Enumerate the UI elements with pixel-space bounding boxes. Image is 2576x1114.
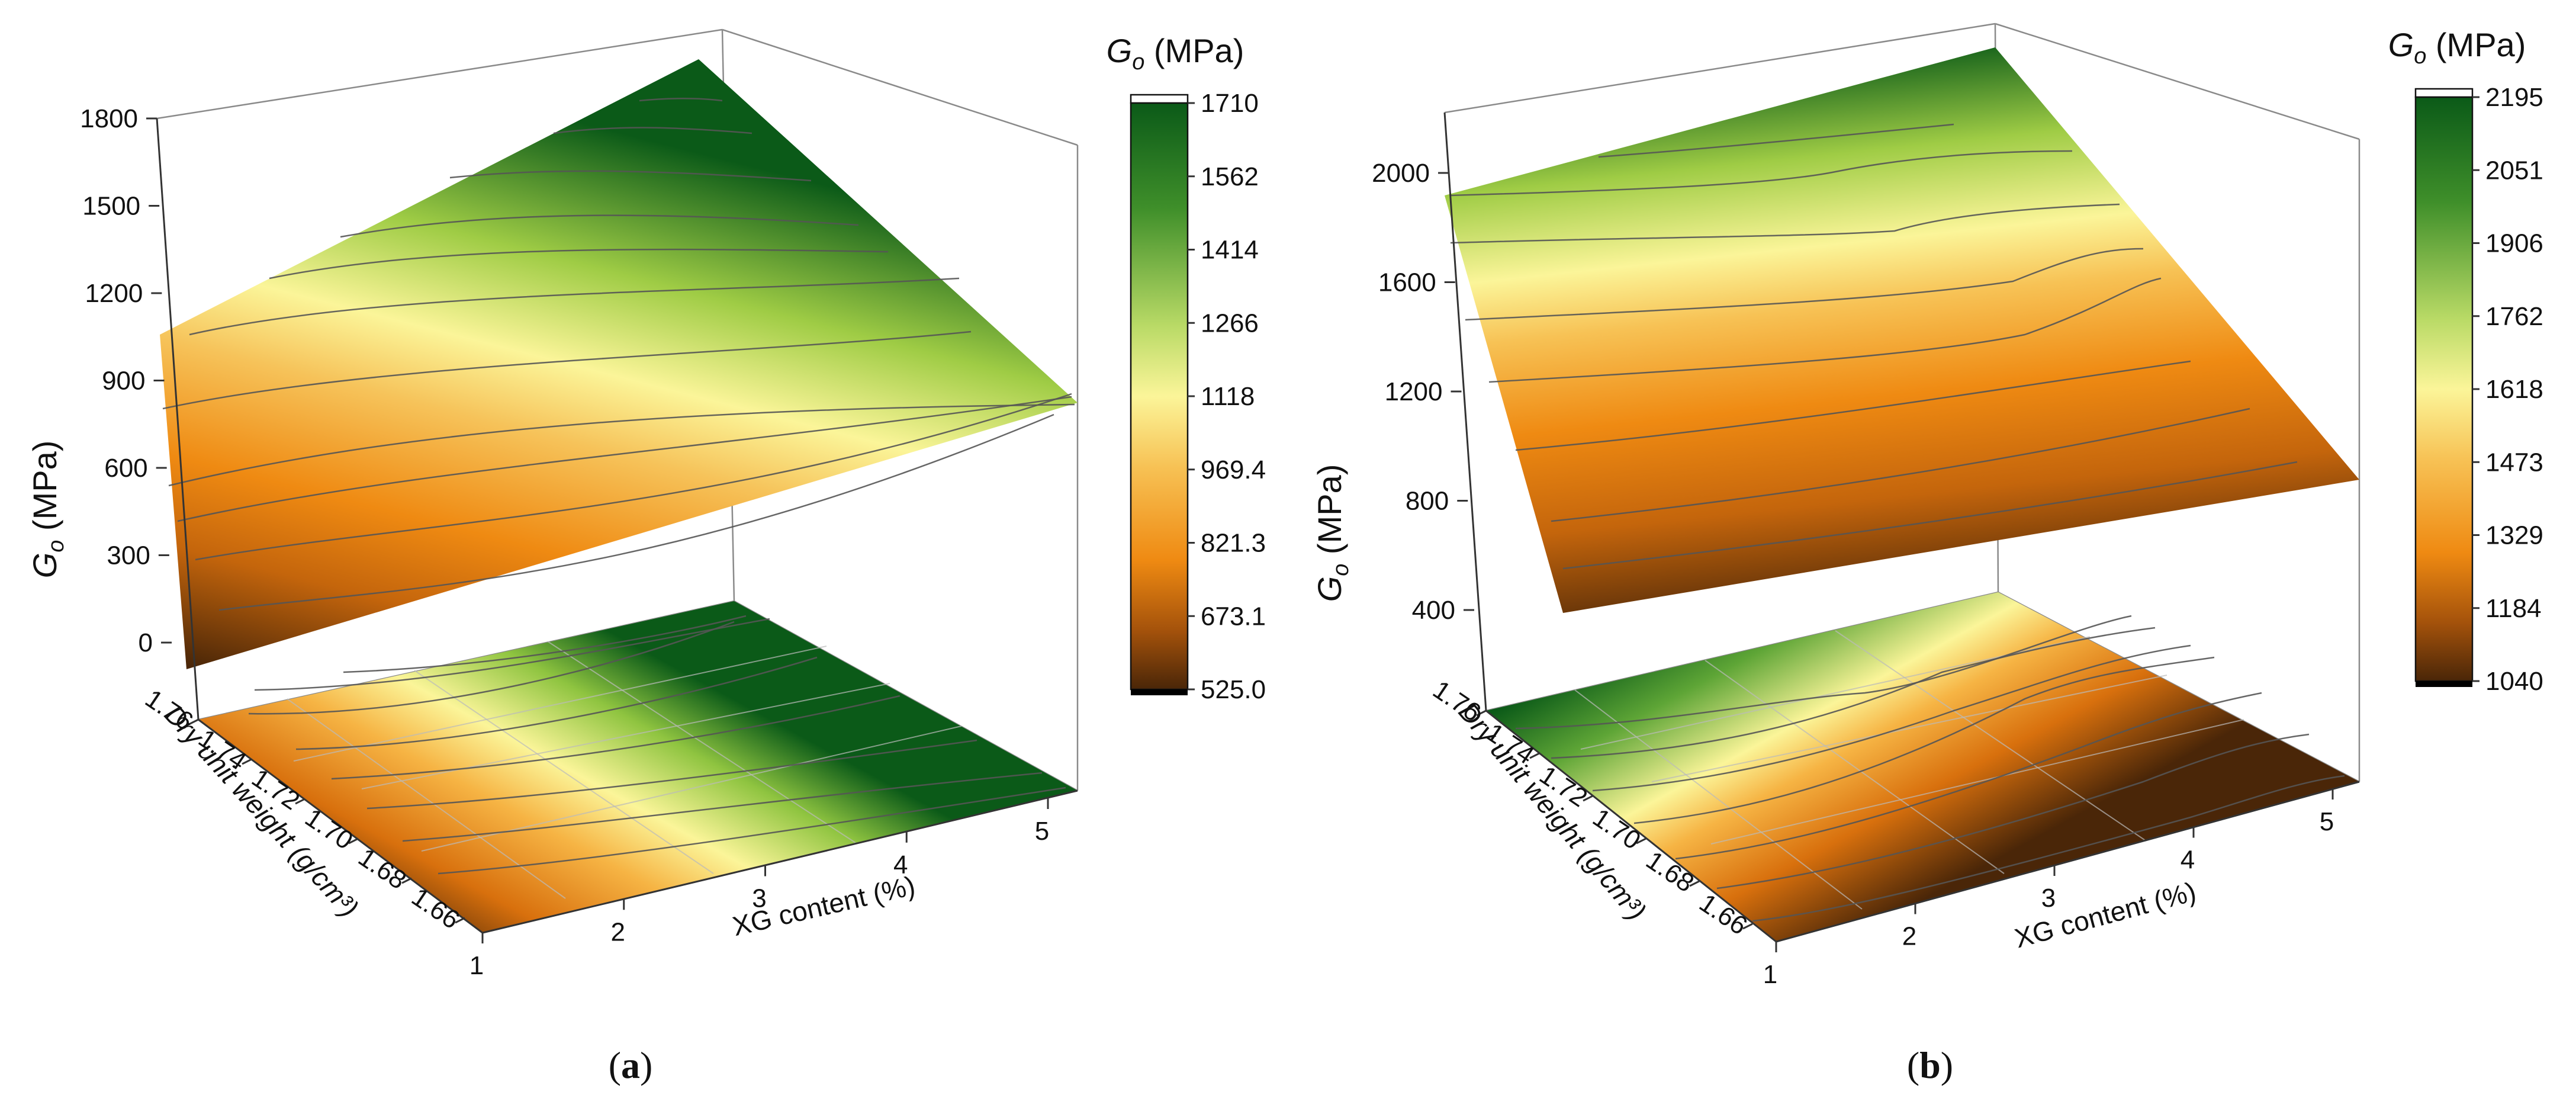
panel-a-colorbar-tick-label: 821.3 bbox=[1201, 529, 1266, 558]
panel-a-floor-grid bbox=[287, 641, 962, 899]
panel-a-gamma-tick-mark bbox=[401, 877, 412, 884]
panel-b-colorbar-tick-label: 1762 bbox=[2485, 302, 2543, 331]
panel-a-surface bbox=[160, 59, 1078, 669]
panel-a-z-tick-label: 1800 bbox=[80, 104, 138, 133]
panel-a-z-tick-label: 300 bbox=[107, 541, 150, 570]
panel-b-xg-tick-label: 2 bbox=[1902, 922, 1916, 951]
panel-a-floor-contour-lines bbox=[248, 615, 1066, 875]
panel-b-gamma-tick-mark bbox=[1476, 710, 1487, 717]
panel-b-colorbar-tick-label: 1329 bbox=[2485, 521, 2543, 550]
panel-b-gamma-tick-mark bbox=[1742, 923, 1753, 930]
panel-a-colorbar: Go (MPa) 1710 1562 1414 1266 1118 969.4 821.3 6… bbox=[1107, 32, 1266, 704]
panel-b-z-tick-label: 400 bbox=[1412, 596, 1455, 625]
panel-a-z-tick-label: 600 bbox=[104, 454, 147, 483]
panel-a-floor-contour bbox=[198, 601, 1078, 933]
panel-b-gamma-tick-mark bbox=[1583, 795, 1593, 802]
panel-a-colorbar-tick-label: 1118 bbox=[1201, 382, 1255, 411]
panel-a-xg-tick-label: 5 bbox=[1035, 817, 1049, 846]
panel-a-gamma-tick-mark bbox=[348, 837, 359, 845]
panel-b-xg-axis: 1 2 3 4 5 bbox=[1763, 781, 2360, 989]
panel-a-xg-tick-label: 4 bbox=[893, 850, 908, 879]
panel-a-colorbar-tick-label: 673.1 bbox=[1201, 602, 1266, 631]
panel-b-surface bbox=[1445, 47, 2359, 613]
panel-b-z-tick-label: 800 bbox=[1406, 487, 1449, 516]
panel-a-z-tick-label: 1200 bbox=[85, 279, 143, 308]
panel-b-colorbar-gradient bbox=[2414, 96, 2474, 682]
panel-a-colorbar-tick-label: 1414 bbox=[1201, 236, 1259, 265]
panel-b-colorbar-tick-label: 1473 bbox=[2485, 448, 2543, 477]
panel-b-colorbar-tick-label: 2051 bbox=[2485, 156, 2543, 185]
panel-b-gamma-tick-mark bbox=[1689, 880, 1700, 887]
panel-b-z-tick-label: 1200 bbox=[1385, 377, 1443, 406]
panel-a-xg-axis: 1 2 3 4 5 bbox=[469, 789, 1078, 980]
panel-b-colorbar-tick-label: 1618 bbox=[2485, 375, 2543, 404]
panel-a-colorbar-tick-label: 1562 bbox=[1201, 162, 1259, 191]
panel-a-surface-contours bbox=[162, 98, 1075, 611]
panel-b-colorbar-tick-label: 2195 bbox=[2485, 83, 2543, 112]
panel-a-z-title-symbol: G bbox=[26, 553, 63, 579]
panel-b-z-tick-label: 2000 bbox=[1372, 159, 1430, 188]
panel-a-z-tick-label: 1500 bbox=[82, 192, 140, 221]
panel-a-xg-axis-title: XG content (%) bbox=[729, 870, 918, 942]
panel-b-xg-axis-title: XG content (%) bbox=[2011, 876, 2199, 954]
panel-a-xg-tick-label: 1 bbox=[469, 951, 484, 980]
panel-a-z-tick-label: 0 bbox=[139, 628, 153, 657]
panel-b-z-axis: 2000 1600 1200 800 400 bbox=[1372, 112, 1487, 711]
panel-b-xg-tick-label: 4 bbox=[2181, 846, 2195, 875]
panel-b-gamma-tick-mark bbox=[1529, 752, 1540, 759]
panel-b-xg-tick-label: 3 bbox=[2041, 884, 2056, 913]
panel-b-surface-contours bbox=[1450, 123, 2298, 570]
panel-a-gamma-tick-mark bbox=[188, 718, 199, 725]
panel-b-label: (b) bbox=[1907, 1044, 1953, 1086]
panel-a-xg-tick-label: 2 bbox=[611, 917, 625, 946]
panel-a-xg-tick-label: 3 bbox=[752, 884, 766, 913]
panel-a-z-axis-title: Go (MPa) bbox=[26, 441, 69, 579]
panel-b-floor-contour-lines bbox=[1515, 615, 2345, 922]
panel-b-colorbar-tick-label: 1040 bbox=[2485, 667, 2543, 696]
panel-b-colorbar: Go (MPa) 2195 2051 1906 1762 1618 1473 1329 118… bbox=[2388, 26, 2543, 696]
panel-a-colorbar-title: Go (MPa) bbox=[1107, 32, 1244, 75]
panel-a-z-tick-label: 900 bbox=[102, 367, 145, 396]
panel-a-colorbar-tick-label: 525.0 bbox=[1201, 675, 1266, 704]
panel-b-xg-tick-label: 5 bbox=[2320, 807, 2334, 836]
panel-a-colorbar-gradient bbox=[1130, 102, 1189, 691]
panel-b-z-tick-label: 1600 bbox=[1378, 268, 1436, 297]
panel-a-z-title-unit: (MPa) bbox=[26, 441, 63, 540]
panel-b-gamma-tick-mark bbox=[1636, 837, 1646, 845]
panel-b-colorbar-title: Go (MPa) bbox=[2388, 26, 2526, 69]
panel-a-colorbar-tick-label: 1710 bbox=[1201, 89, 1259, 118]
panel-a-z-title-sub: o bbox=[44, 540, 69, 553]
panel-b-z-axis-title: Go (MPa) bbox=[1311, 464, 1353, 602]
panel-a-label: (a) bbox=[609, 1044, 653, 1086]
panel-a-gamma-tick-mark bbox=[295, 798, 305, 805]
panel-b-colorbar-tick-label: 1184 bbox=[2485, 594, 2542, 623]
panel-b-xg-tick-label: 1 bbox=[1763, 960, 1777, 989]
panel-a-colorbar-tick-label: 969.4 bbox=[1201, 455, 1266, 484]
panel-a-gamma-tick-mark bbox=[242, 758, 252, 765]
panel-a-z-axis: 1800 1500 1200 900 600 300 0 bbox=[80, 104, 200, 720]
panel-a-gamma-tick-mark bbox=[455, 917, 465, 924]
panel-b-colorbar-tick-label: 1906 bbox=[2485, 229, 2543, 258]
panel-a-colorbar-tick-label: 1266 bbox=[1201, 309, 1259, 338]
